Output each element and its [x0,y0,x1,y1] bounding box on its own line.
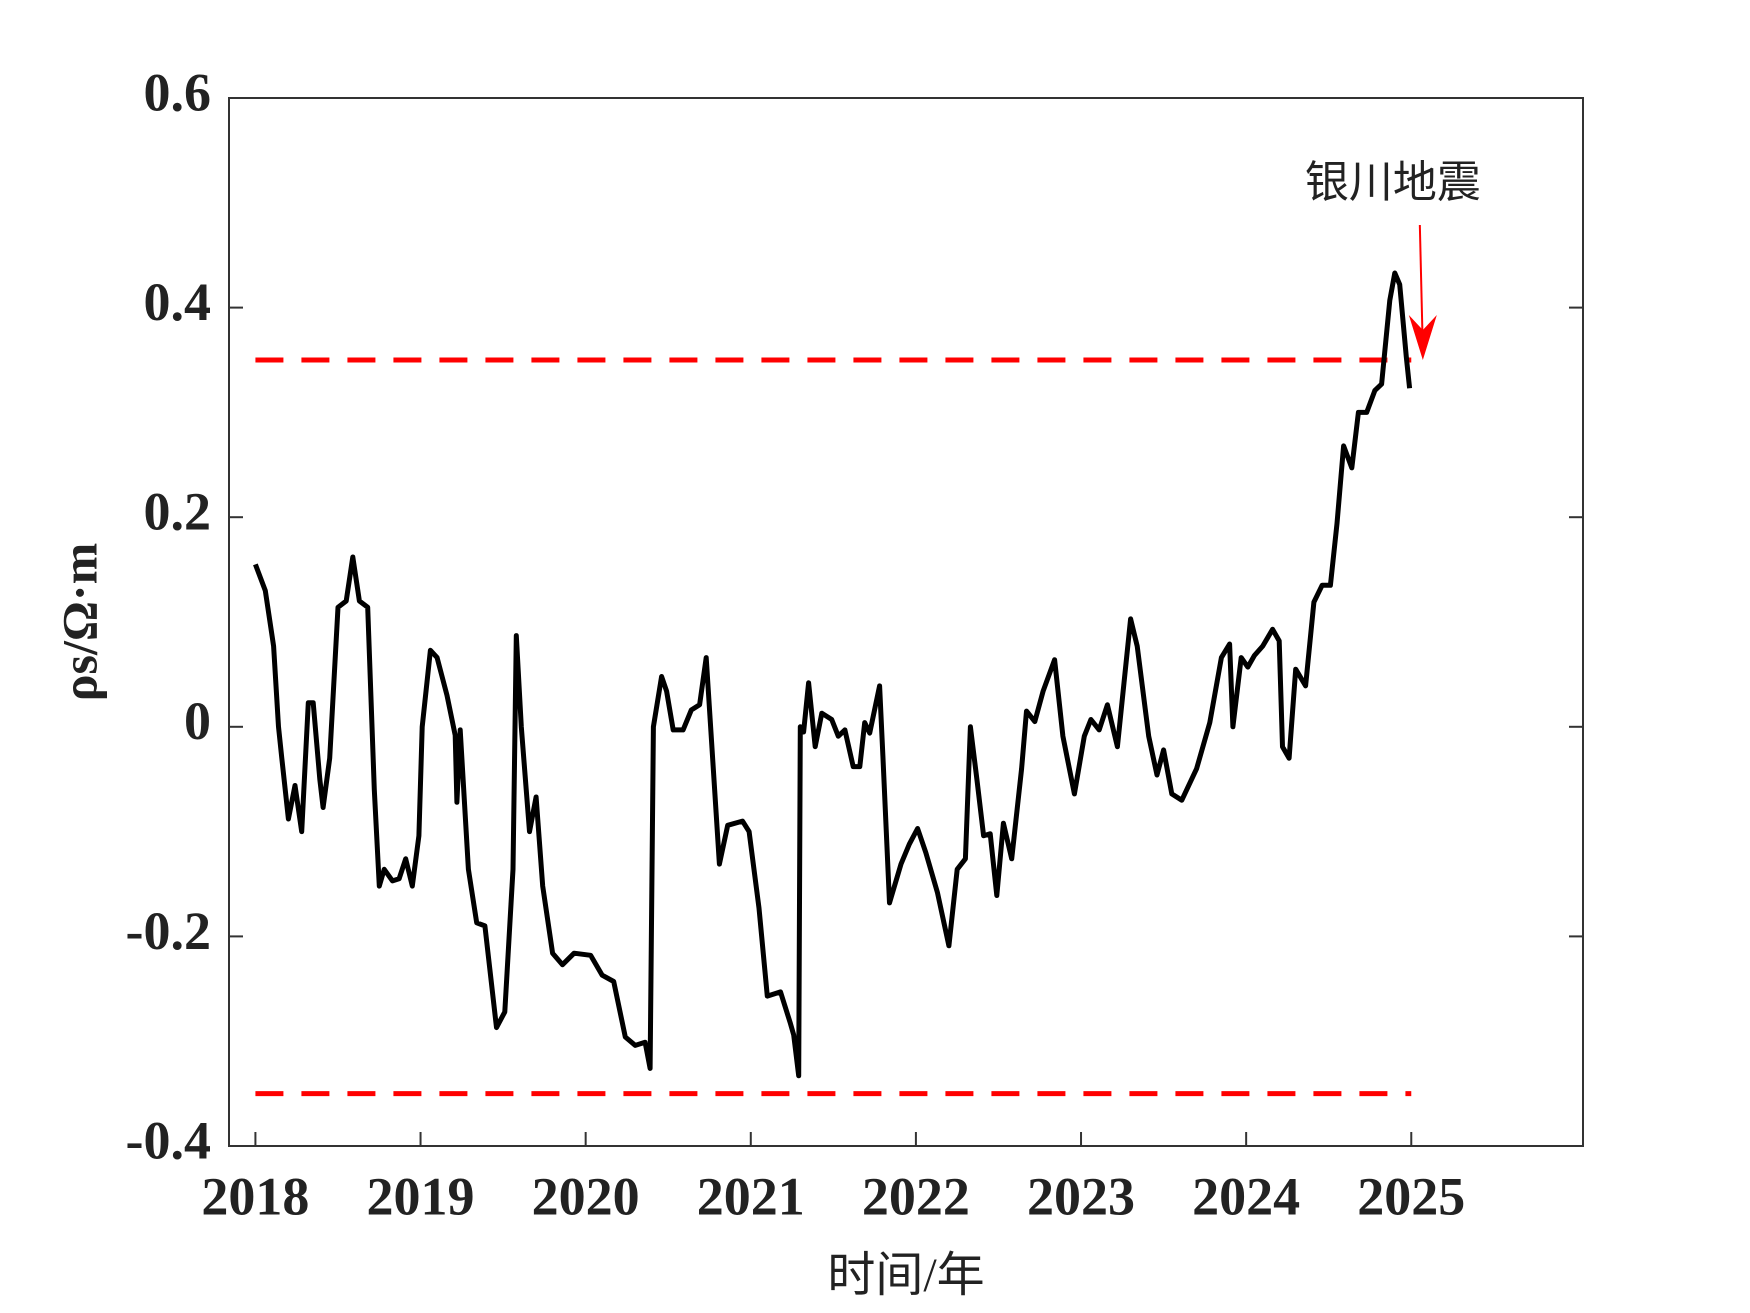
y-tick-label: 0.2 [144,482,212,542]
x-tick-label: 2018 [201,1166,309,1226]
x-tick-label: 2024 [1192,1166,1300,1226]
y-tick-label: 0.4 [144,272,212,332]
data-line [253,270,1413,1079]
x-tick-label: 2025 [1357,1166,1465,1226]
y-tick-label: -0.2 [126,901,211,961]
y-tick-label: -0.4 [126,1110,211,1170]
annotation-text: 银川地震 [1305,158,1481,207]
x-tick-label: 2021 [697,1166,805,1226]
y-axis-label: ρs/Ω·m [51,543,107,701]
y-tick-label: 0 [184,691,211,751]
plot-frame [228,97,1584,1147]
x-tick-label: 2022 [862,1166,970,1226]
y-tick-label: 0.6 [144,62,212,122]
x-tick-label: 2023 [1027,1166,1135,1226]
x-tick-label: 2020 [532,1166,640,1226]
annotation-arrow [1418,224,1424,351]
x-tick-label: 2019 [367,1166,475,1226]
x-axis-label: 时间/年 [827,1249,984,1302]
annotation-arrowhead [1408,315,1437,360]
